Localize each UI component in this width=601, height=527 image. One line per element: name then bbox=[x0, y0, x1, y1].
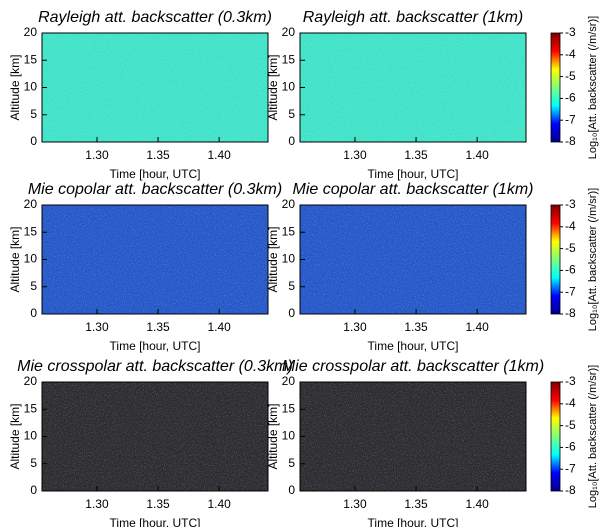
y-tick-label: 0 bbox=[30, 134, 37, 148]
x-axis-label: Time [hour, UTC] bbox=[110, 167, 201, 181]
y-tick-label: 15 bbox=[282, 401, 296, 415]
x-tick-label: 1.35 bbox=[404, 148, 428, 162]
y-tick-label: 15 bbox=[24, 52, 38, 66]
y-tick-label: 10 bbox=[24, 80, 38, 94]
x-tick-label: 1.30 bbox=[85, 497, 109, 511]
y-tick-label: 5 bbox=[288, 279, 295, 293]
colorbar-tick-label: -7 bbox=[565, 284, 576, 298]
colorbar-label: Log₁₀[Att. backscatter (/m/sr)] bbox=[587, 365, 599, 508]
colorbar-tick-label: -8 bbox=[565, 306, 576, 320]
x-tick-label: 1.30 bbox=[85, 148, 109, 162]
y-axis-label: Altitude [km] bbox=[8, 226, 22, 292]
x-axis-label: Time [hour, UTC] bbox=[368, 516, 459, 527]
y-tick-label: 15 bbox=[282, 52, 296, 66]
colorbar-tick-label: -7 bbox=[565, 112, 576, 126]
y-tick-label: 20 bbox=[24, 25, 38, 39]
x-axis-label: Time [hour, UTC] bbox=[368, 339, 459, 353]
x-tick-label: 1.30 bbox=[85, 320, 109, 334]
colorbar-tick-label: -4 bbox=[565, 219, 576, 233]
x-tick-label: 1.30 bbox=[343, 148, 367, 162]
y-tick-label: 20 bbox=[282, 197, 296, 211]
y-tick-label: 0 bbox=[288, 134, 295, 148]
panel-title: Rayleigh att. backscatter (0.3km) bbox=[38, 9, 272, 26]
heatmap-texture bbox=[42, 382, 268, 491]
colorbar-tick-label: -4 bbox=[565, 47, 576, 61]
x-tick-label: 1.40 bbox=[465, 148, 489, 162]
y-tick-label: 20 bbox=[282, 25, 296, 39]
colorbar-tick-label: -5 bbox=[565, 241, 576, 255]
x-tick-label: 1.35 bbox=[146, 320, 170, 334]
x-tick-label: 1.40 bbox=[465, 497, 489, 511]
y-tick-label: 10 bbox=[282, 252, 296, 266]
colorbar-tick-label: -6 bbox=[565, 440, 576, 454]
x-tick-label: 1.30 bbox=[343, 320, 367, 334]
y-tick-label: 20 bbox=[24, 197, 38, 211]
y-tick-label: 15 bbox=[24, 401, 38, 415]
panel-title: Mie crosspolar att. backscatter (1km) bbox=[282, 358, 544, 375]
x-tick-label: 1.30 bbox=[343, 497, 367, 511]
panel-title: Mie crosspolar att. backscatter (0.3km) bbox=[17, 358, 293, 375]
heatmap-texture bbox=[42, 33, 268, 142]
colorbar-tick-label: -8 bbox=[565, 134, 576, 148]
y-axis-label: Altitude [km] bbox=[266, 226, 280, 292]
colorbar bbox=[550, 204, 561, 315]
y-tick-label: 5 bbox=[30, 107, 37, 121]
y-tick-label: 5 bbox=[288, 107, 295, 121]
colorbar-tick-label: -5 bbox=[565, 69, 576, 83]
y-tick-label: 10 bbox=[24, 252, 38, 266]
colorbar-tick-label: -6 bbox=[565, 91, 576, 105]
colorbar-tick-label: -6 bbox=[565, 263, 576, 277]
x-tick-label: 1.40 bbox=[465, 320, 489, 334]
y-axis-label: Altitude [km] bbox=[8, 54, 22, 120]
x-axis-label: Time [hour, UTC] bbox=[110, 516, 201, 527]
x-axis-label: Time [hour, UTC] bbox=[110, 339, 201, 353]
x-tick-label: 1.35 bbox=[146, 148, 170, 162]
y-tick-label: 15 bbox=[282, 224, 296, 238]
x-tick-label: 1.40 bbox=[207, 148, 231, 162]
colorbar-tick-label: -3 bbox=[565, 25, 576, 39]
x-tick-label: 1.40 bbox=[207, 320, 231, 334]
y-tick-label: 5 bbox=[30, 279, 37, 293]
y-tick-label: 5 bbox=[288, 456, 295, 470]
panel-title: Rayleigh att. backscatter (1km) bbox=[303, 9, 524, 26]
y-tick-label: 0 bbox=[30, 306, 37, 320]
y-tick-label: 5 bbox=[30, 456, 37, 470]
y-axis-label: Altitude [km] bbox=[8, 403, 22, 469]
y-tick-label: 10 bbox=[24, 429, 38, 443]
y-tick-label: 15 bbox=[24, 224, 38, 238]
colorbar-tick-label: -3 bbox=[565, 197, 576, 211]
y-tick-label: 0 bbox=[288, 483, 295, 497]
x-tick-label: 1.35 bbox=[146, 497, 170, 511]
heatmap-texture bbox=[300, 382, 526, 491]
heatmap-texture bbox=[300, 205, 526, 314]
x-tick-label: 1.35 bbox=[404, 320, 428, 334]
colorbar-label: Log₁₀[Att. backscatter (/m/sr)] bbox=[587, 16, 599, 159]
colorbar-tick-label: -4 bbox=[565, 396, 576, 410]
y-tick-label: 10 bbox=[282, 80, 296, 94]
x-tick-label: 1.35 bbox=[404, 497, 428, 511]
colorbar-label: Log₁₀[Att. backscatter (/m/sr)] bbox=[587, 188, 599, 331]
colorbar bbox=[550, 381, 561, 492]
colorbar-tick-label: -3 bbox=[565, 374, 576, 388]
y-tick-label: 0 bbox=[30, 483, 37, 497]
y-tick-label: 0 bbox=[288, 306, 295, 320]
y-tick-label: 20 bbox=[24, 374, 38, 388]
colorbar-tick-label: -8 bbox=[565, 483, 576, 497]
panel-title: Mie copolar att. backscatter (0.3km) bbox=[28, 181, 282, 198]
colorbar bbox=[550, 32, 561, 143]
colorbar-tick-label: -7 bbox=[565, 461, 576, 475]
panel-title: Mie copolar att. backscatter (1km) bbox=[293, 181, 534, 198]
y-axis-label: Altitude [km] bbox=[266, 54, 280, 120]
colorbar-tick-label: -5 bbox=[565, 418, 576, 432]
y-tick-label: 10 bbox=[282, 429, 296, 443]
heatmap-texture bbox=[300, 33, 526, 142]
y-axis-label: Altitude [km] bbox=[266, 403, 280, 469]
x-axis-label: Time [hour, UTC] bbox=[368, 167, 459, 181]
heatmap-texture bbox=[42, 205, 268, 314]
y-tick-label: 20 bbox=[282, 374, 296, 388]
x-tick-label: 1.40 bbox=[207, 497, 231, 511]
